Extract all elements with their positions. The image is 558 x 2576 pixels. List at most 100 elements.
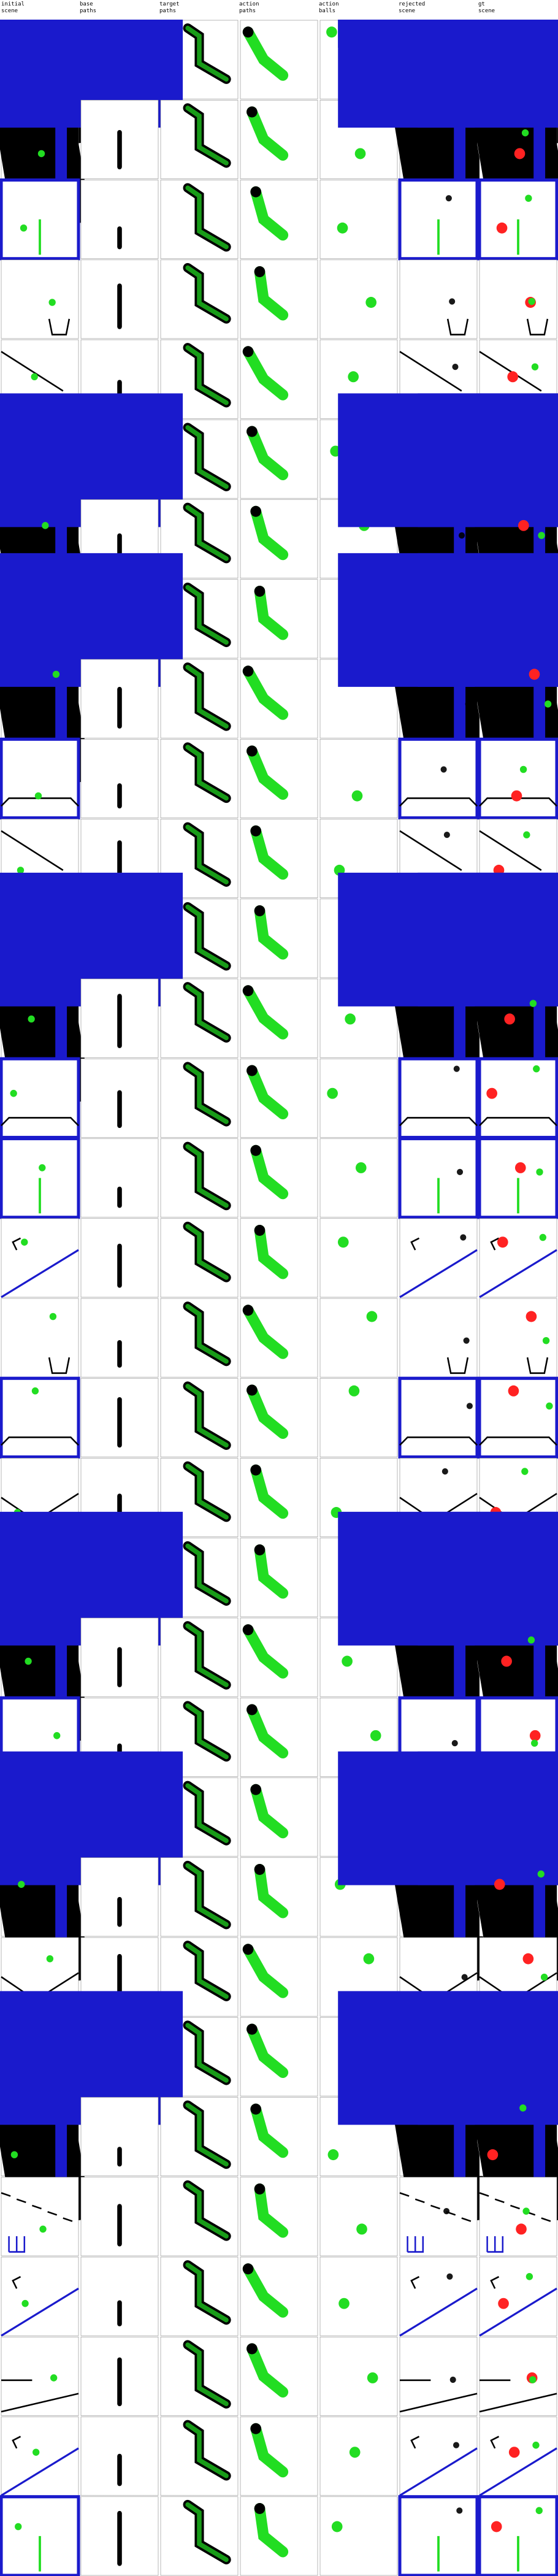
placed-ball bbox=[487, 2149, 499, 2161]
grid-cell bbox=[240, 2097, 318, 2177]
placed-ball bbox=[491, 2521, 502, 2532]
grid-cell bbox=[240, 1777, 318, 1857]
grid-cell bbox=[0, 20, 183, 235]
placed-ball bbox=[497, 1236, 508, 1248]
grid-cell bbox=[319, 180, 398, 259]
grid-cell bbox=[80, 1617, 159, 1697]
predicted-ball bbox=[348, 1385, 360, 1397]
column-header-bar: initial scene base paths target paths ac… bbox=[0, 0, 558, 20]
column-header-initial-scene: initial scene bbox=[1, 1, 25, 14]
action-ball bbox=[32, 2448, 40, 2456]
grid-cell bbox=[80, 2496, 159, 2576]
grid-cell bbox=[319, 2256, 398, 2336]
grid-cell bbox=[319, 1218, 398, 1298]
grid-cell bbox=[160, 2177, 239, 2256]
predicted-ball bbox=[355, 1162, 367, 1173]
grid-cell bbox=[319, 1138, 398, 1218]
grid-cell bbox=[160, 819, 239, 899]
predicted-ball bbox=[342, 1655, 353, 1667]
action-path bbox=[242, 985, 289, 1040]
grid-cell bbox=[80, 1138, 159, 1218]
grid-cell bbox=[160, 99, 239, 179]
placed-ball bbox=[486, 1087, 497, 1099]
grid-cell bbox=[398, 178, 479, 261]
predicted-ball bbox=[365, 297, 376, 308]
grid-cell bbox=[313, 1058, 398, 1138]
grid-cell bbox=[80, 738, 159, 818]
action-path bbox=[250, 505, 289, 561]
grid-cell bbox=[240, 1617, 318, 1697]
grid-cell bbox=[399, 1218, 478, 1298]
grid-cell bbox=[0, 393, 183, 634]
grid-cell bbox=[398, 1137, 479, 1219]
grid-cell bbox=[240, 2417, 318, 2496]
grid-cell bbox=[160, 499, 239, 579]
grid-cell bbox=[240, 180, 318, 259]
grid-cell bbox=[418, 553, 558, 794]
action-path bbox=[254, 266, 289, 321]
grid-cell bbox=[240, 1538, 318, 1617]
predicted-ball bbox=[363, 1953, 375, 1965]
grid-cell bbox=[0, 553, 183, 794]
grid-cell bbox=[479, 2177, 557, 2256]
action-ball bbox=[10, 1089, 17, 1097]
placed-ball bbox=[514, 1162, 526, 1173]
grid-cell bbox=[398, 737, 479, 820]
grid-cell bbox=[240, 2336, 318, 2416]
action-path bbox=[254, 1864, 289, 1919]
predicted-ball bbox=[348, 371, 359, 383]
grid-cell bbox=[160, 1298, 239, 1378]
action-path bbox=[247, 2343, 289, 2398]
grid-cell bbox=[0, 1057, 80, 1140]
action-path bbox=[254, 1225, 289, 1279]
action-path bbox=[242, 1624, 289, 1679]
predicted-ball bbox=[327, 2149, 339, 2161]
grid-cell bbox=[240, 1138, 318, 1218]
action-ball bbox=[15, 2523, 22, 2531]
grid-cell bbox=[418, 1751, 558, 1992]
grid-cell bbox=[240, 738, 318, 818]
grid-cell bbox=[398, 1376, 479, 1459]
visualization-grid bbox=[0, 20, 558, 2576]
action-ball bbox=[28, 1015, 35, 1023]
action-path bbox=[250, 2423, 289, 2478]
column-header-rejected-scene: rejected scene bbox=[399, 1, 426, 14]
action-ball bbox=[17, 867, 25, 874]
column-header-action-balls: action balls bbox=[319, 1, 339, 14]
column-header-target-paths: target paths bbox=[159, 1, 180, 14]
action-path bbox=[247, 1384, 289, 1439]
grid-cell bbox=[80, 2336, 159, 2416]
grid-cell bbox=[318, 2496, 398, 2576]
grid-cell bbox=[80, 1378, 159, 1457]
grid-cell bbox=[240, 2177, 318, 2256]
placed-ball bbox=[498, 2298, 509, 2309]
action-path bbox=[247, 106, 289, 161]
predicted-ball bbox=[337, 222, 348, 234]
action-path bbox=[254, 1544, 289, 1599]
grid-cell bbox=[160, 659, 239, 738]
action-path bbox=[247, 745, 289, 800]
action-ball bbox=[20, 224, 28, 232]
predicted-ball bbox=[349, 2447, 361, 2458]
grid-cell bbox=[80, 180, 159, 259]
grid-cell bbox=[80, 99, 159, 179]
grid-cell bbox=[1, 2336, 79, 2416]
placed-ball bbox=[516, 2223, 527, 2235]
placed-ball bbox=[496, 222, 508, 234]
action-path bbox=[242, 665, 289, 720]
action-ball bbox=[34, 792, 42, 800]
placed-ball bbox=[514, 148, 526, 159]
predicted-ball bbox=[370, 1730, 381, 1741]
grid-cell bbox=[0, 1376, 80, 1459]
grid-cell bbox=[0, 2495, 80, 2576]
action-path bbox=[247, 1704, 289, 1759]
column-header-action-paths: action paths bbox=[239, 1, 259, 14]
grid-cell bbox=[399, 2336, 478, 2416]
grid-cell bbox=[240, 1298, 318, 1378]
grid-cell bbox=[240, 419, 318, 499]
grid-cell bbox=[240, 339, 318, 419]
action-ball bbox=[42, 522, 49, 529]
grid-cell bbox=[80, 2177, 159, 2256]
column-header-base-paths: base paths bbox=[80, 1, 97, 14]
grid-cell bbox=[240, 1458, 318, 1538]
